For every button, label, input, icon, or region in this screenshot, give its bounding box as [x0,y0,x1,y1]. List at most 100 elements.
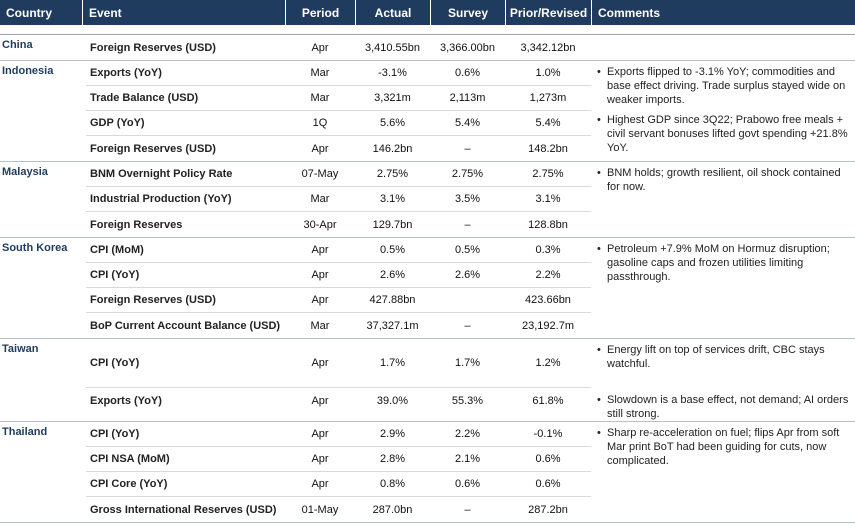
event-name: Exports (YoY) [90,394,162,407]
comment-text: BNM holds; growth resilient, oil shock c… [607,167,841,193]
survey-value: 0.6% [454,478,481,490]
comment-paragraph: • Energy lift on top of services drift, C… [597,343,851,371]
event-name: CPI (MoM) [90,244,144,256]
country-group: Malaysia BNM Overnight Policy Rate 07-May 2… [0,162,855,238]
period-value: Apr [311,142,329,155]
period-value: Apr [311,41,329,54]
prior-value: 128.8bn [528,218,568,231]
actual-value: 2.6% [379,269,406,281]
prior-value: 61.8% [532,394,564,407]
table-row: CPI NSA (MoM) Apr 2.8% 2.1% 0.6% [86,447,591,472]
event-name: BoP Current Account Balance (USD) [90,319,281,332]
country-name: Thailand [2,426,48,438]
event-name: Industrial Production (YoY) [90,193,232,205]
comment-text: Exports flipped to -3.1% YoY; commoditie… [607,66,846,106]
table-row: CPI (YoY) Apr 2.6% 2.6% 2.2% [86,263,591,288]
comment-paragraph: • Sharp re-acceleration on fuel; flips Ap… [597,426,851,468]
comment-text: Sharp re-acceleration on fuel; flips Apr… [607,427,840,467]
period-value: Apr [311,269,329,281]
period-value: Apr [311,357,329,369]
survey-value: – [464,218,471,231]
period-value: Apr [311,394,329,407]
actual-value: 3,410.55bn [364,41,421,54]
survey-value: 5.4% [454,117,481,129]
actual-value: 427.88bn [369,294,416,306]
comments-cell: • Exports flipped to -3.1% YoY; commoditi… [591,61,855,161]
survey-value: 0.5% [454,244,481,256]
header-comments: Comments [591,0,855,25]
table-row: Foreign Reserves (USD) Apr 146.2bn – 148.2bn [86,136,591,161]
event-name: Exports (YoY) [90,67,162,79]
period-value: Mar [310,319,330,332]
table-row: CPI (YoY) Apr 2.9% 2.2% -0.1% [86,422,591,447]
bullet-icon: • [597,394,601,406]
survey-value: 2,113m [449,92,486,104]
survey-value: – [464,319,471,332]
prior-value: 148.2bn [528,142,568,155]
actual-value: 39.0% [376,394,409,407]
period-value: 1Q [312,117,328,129]
prior-value: 3.1% [535,193,561,205]
actual-value: 2.8% [379,453,406,465]
country-name: South Korea [2,242,68,254]
table-row: Industrial Production (YoY) Mar 3.1% 3.5% 3.… [86,187,591,212]
comment-paragraph: • Exports flipped to -3.1% YoY; commoditi… [597,65,851,107]
event-name: Gross International Reserves (USD) [90,503,277,516]
bullet-icon: • [597,427,601,439]
comment-text: Slowdown is a base effect, not demand; A… [607,394,849,420]
survey-value: 0.6% [454,67,481,79]
actual-value: 0.8% [379,478,406,490]
period-value: Mar [310,92,330,104]
period-value: Apr [311,244,329,256]
table-row: CPI Core (YoY) Apr 0.8% 0.6% 0.6% [86,472,591,497]
period-value: 30-Apr [303,218,337,231]
period-value: 07-May [301,168,339,180]
bullet-icon: • [597,344,601,356]
country-group: China Foreign Reserves (USD) Apr 3,410.55bn… [0,35,855,61]
prior-value: -0.1% [533,428,563,440]
table-row: Foreign Reserves (USD) Apr 3,410.55bn 3,366… [86,35,591,60]
bullet-icon: • [597,66,601,78]
table-row: Foreign Reserves 30-Apr 129.7bn – 128.8bn [86,212,591,237]
header-actual: Actual [355,0,430,25]
event-rows: CPI (MoM) Apr 0.5% 0.5% 0.3% CPI (YoY) Apr 2.6%… [82,238,591,338]
event-name: Foreign Reserves (USD) [90,41,216,54]
survey-value: 2.2% [454,428,481,440]
country-name: Indonesia [2,65,54,77]
prior-value: 1.0% [535,67,561,79]
prior-value: 423.66bn [525,294,571,306]
period-value: Apr [311,453,329,465]
survey-value: 1.7% [454,357,481,369]
survey-value: 2.6% [454,269,481,281]
event-name: GDP (YoY) [90,117,145,129]
event-name: CPI Core (YoY) [90,478,168,490]
period-value: Mar [310,67,330,79]
actual-value: 0.5% [379,244,406,256]
comments-cell: • BNM holds; growth resilient, oil shock … [591,162,855,237]
table-row: Foreign Reserves (USD) Apr 427.88bn 423.66b… [86,288,591,313]
survey-value: 3.5% [454,193,481,205]
header-event: Event [82,0,285,25]
actual-value: 2.75% [376,168,409,180]
actual-value: 37,327.1m [366,319,419,332]
event-name: CPI (YoY) [90,428,140,440]
survey-value: – [464,503,471,516]
prior-value: 0.6% [535,453,561,465]
comment-text: Highest GDP since 3Q22; Prabowo free mea… [607,114,848,154]
table-row: GDP (YoY) 1Q 5.6% 5.4% 5.4% [86,111,591,136]
comments-cell: • Energy lift on top of services drift, C… [591,339,855,421]
country-group: South Korea CPI (MoM) Apr 0.5% 0.5% 0.3% CPI (… [0,238,855,339]
table-row: BoP Current Account Balance (USD) Mar 37,3… [86,313,591,338]
event-name: CPI NSA (MoM) [90,453,170,465]
bullet-icon: • [597,114,601,126]
prior-value: 1.2% [535,357,561,369]
prior-value: 2.75% [532,168,564,180]
event-name: BNM Overnight Policy Rate [90,168,233,180]
actual-value: 5.6% [379,117,406,129]
header-period: Period [285,0,355,25]
period-value: Apr [311,478,329,490]
table-row: Gross International Reserves (USD) 01-May… [86,497,591,522]
survey-value: 2.75% [451,168,484,180]
comment-paragraph: • Petroleum +7.9% MoM on Hormuz disruptio… [597,242,851,284]
prior-value: 0.3% [535,244,561,256]
